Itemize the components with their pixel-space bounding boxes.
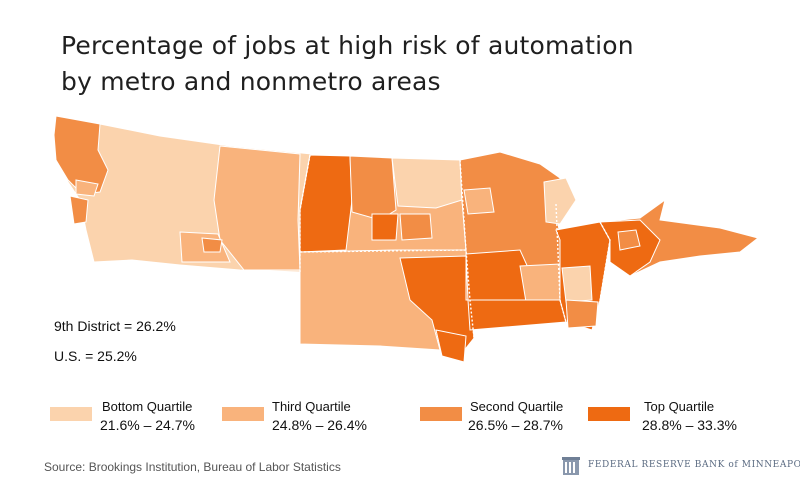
- state-borders: [299, 154, 611, 339]
- legend-swatch: [420, 407, 462, 421]
- legend: Bottom Quartile 21.6% – 24.7% Third Quar…: [0, 395, 800, 445]
- map-region-south-dakota: [299, 249, 475, 363]
- district-average: 9th District = 26.2%: [54, 318, 176, 334]
- legend-label: Top Quartile: [644, 399, 715, 414]
- legend-label: Third Quartile: [272, 399, 351, 414]
- legend-range: 26.5% – 28.7%: [468, 417, 563, 433]
- logo-text: FEDERAL RESERVE BANK of MINNEAPOLIS: [588, 460, 800, 470]
- legend-swatch: [588, 407, 630, 421]
- us-average: U.S. = 25.2%: [54, 348, 137, 364]
- legend-label: Bottom Quartile: [102, 399, 193, 414]
- map-region-upper-peninsula: [599, 198, 760, 277]
- source-note: Source: Brookings Institution, Bureau of…: [44, 460, 341, 474]
- title-line-2: by metro and nonmetro areas: [61, 67, 441, 96]
- map-region-wisconsin: [555, 221, 611, 331]
- legend-range: 21.6% – 24.7%: [100, 417, 195, 433]
- legend-range: 28.8% – 33.3%: [642, 417, 737, 433]
- legend-range: 24.8% – 26.4%: [272, 417, 367, 433]
- map-region-minnesota: [459, 151, 577, 331]
- map-title: Percentage of jobs at high risk of autom…: [61, 28, 634, 100]
- title-line-1: Percentage of jobs at high risk of autom…: [61, 31, 634, 60]
- legend-swatch: [222, 407, 264, 421]
- bank-building-icon: [562, 457, 580, 475]
- legend-label: Second Quartile: [470, 399, 564, 414]
- legend-swatch: [50, 407, 92, 421]
- map-region-north-dakota: [299, 154, 467, 253]
- map-region-montana: [53, 115, 313, 273]
